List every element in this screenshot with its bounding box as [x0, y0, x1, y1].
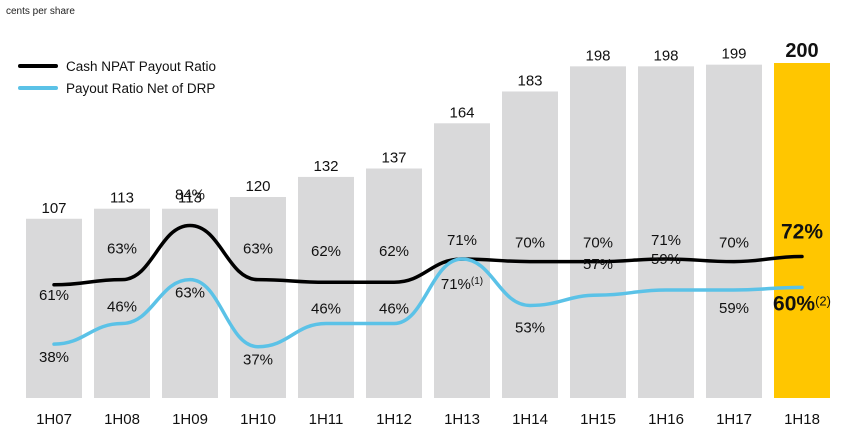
category-label-1h13: 1H13 [444, 411, 480, 428]
category-label-1h18: 1H18 [784, 411, 820, 428]
cash-npat-label-1h12: 62% [379, 243, 409, 260]
footnote-marker: (2) [815, 293, 831, 308]
bar-1h15 [570, 66, 626, 398]
legend-swatch-black [18, 64, 58, 68]
net-drp-label-1h09: 63% [175, 285, 205, 302]
bar-1h10 [230, 197, 286, 398]
category-label-1h08: 1H08 [104, 411, 140, 428]
bar-value-label-1h18: 200 [785, 40, 818, 62]
cash-npat-label-1h16: 71% [651, 232, 681, 249]
legend-item-cash-npat: Cash NPAT Payout Ratio [18, 56, 216, 76]
legend-label-cash-npat: Cash NPAT Payout Ratio [66, 58, 217, 74]
cash-npat-label-1h17: 70% [719, 235, 749, 252]
bar-value-label-1h15: 198 [585, 47, 610, 64]
bar-value-label-1h17: 199 [721, 46, 746, 63]
cash-npat-payout-line [52, 223, 804, 287]
bar-value-label-1h10: 120 [245, 178, 270, 195]
bar-1h14 [502, 91, 558, 398]
cash-npat-label-1h09: 84% [175, 187, 205, 204]
net-drp-label-1h08: 46% [107, 298, 137, 315]
category-label-1h15: 1H15 [580, 411, 616, 428]
payout-net-drp-line [52, 257, 804, 349]
net-drp-label-1h11: 46% [311, 300, 341, 317]
net-drp-label-1h15: 57% [583, 256, 613, 273]
net-drp-label-1h17: 59% [719, 300, 749, 317]
cash-npat-label-1h08: 63% [107, 241, 137, 258]
category-label-1h14: 1H14 [512, 411, 548, 428]
cash-npat-label-1h10: 63% [243, 241, 273, 258]
bar-value-label-1h11: 132 [313, 158, 338, 175]
bar-1h16 [638, 66, 694, 398]
category-label-1h12: 1H12 [376, 411, 412, 428]
net-drp-label-1h14: 53% [515, 319, 545, 336]
category-label-1h07: 1H07 [36, 411, 72, 428]
bar-1h18 [774, 63, 830, 398]
cash-npat-label-1h15: 70% [583, 235, 613, 252]
legend-item-net-drp: Payout Ratio Net of DRP [18, 78, 216, 98]
bar-value-label-1h08: 113 [110, 190, 134, 207]
footnote-marker: (1) [471, 276, 483, 287]
bar-1h09 [162, 208, 218, 398]
category-label-1h10: 1H10 [240, 411, 276, 428]
unit-label: cents per share [6, 6, 75, 17]
net-drp-label-1h16: 59% [651, 251, 681, 268]
bar-1h08 [94, 208, 150, 398]
cash-npat-label-1h11: 62% [311, 243, 341, 260]
cash-npat-label-1h13: 71% [447, 232, 477, 249]
legend-label-net-drp: Payout Ratio Net of DRP [66, 80, 216, 96]
bar-value-label-1h13: 164 [449, 104, 474, 121]
cash-npat-label-1h18: 72% [781, 220, 823, 243]
bar-value-label-1h12: 137 [381, 150, 406, 167]
category-label-1h17: 1H17 [716, 411, 752, 428]
bar-value-label-1h16: 198 [653, 47, 678, 64]
bar-1h17 [706, 64, 762, 399]
legend-swatch-blue [18, 86, 58, 90]
category-label-1h11: 1H11 [309, 411, 344, 428]
bar-1h11 [298, 176, 354, 398]
cash-npat-label-1h07: 61% [39, 287, 69, 304]
cash-npat-label-1h14: 70% [515, 235, 545, 252]
legend: Cash NPAT Payout Ratio Payout Ratio Net … [18, 56, 216, 100]
bar-value-label-1h07: 107 [41, 200, 66, 217]
bar-value-label-1h09: 113 [178, 190, 202, 207]
category-label-1h16: 1H16 [648, 411, 684, 428]
net-drp-label-1h07: 38% [39, 349, 69, 366]
bar-value-label-1h14: 183 [517, 72, 542, 89]
net-drp-label-1h12: 46% [379, 300, 409, 317]
net-drp-label-1h10: 37% [243, 352, 273, 369]
bar-1h07 [26, 218, 82, 398]
category-label-1h09: 1H09 [172, 411, 208, 428]
